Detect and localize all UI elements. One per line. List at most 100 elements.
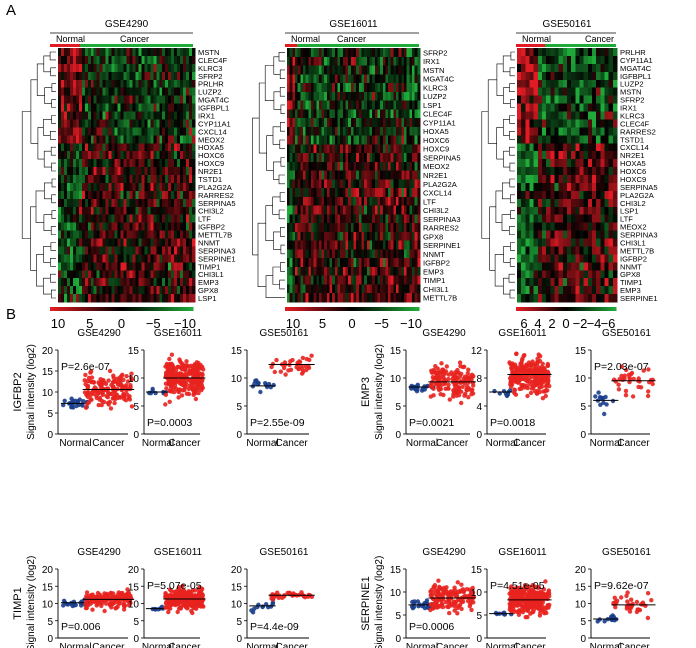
data-point [433,371,439,376]
heatmap-cell [401,144,405,154]
heatmap-cell [114,182,118,192]
heatmap-cell [165,190,169,200]
heatmap-cell [318,188,322,198]
heatmap-cell [108,119,112,128]
heatmap-cell [78,71,83,81]
heatmap-cell [396,249,400,259]
heatmap-cell [63,230,68,239]
heatmap-cell [517,278,522,287]
heatmap-cell [554,63,559,73]
heatmap-cell [186,238,190,247]
heatmap-cell [542,278,547,287]
data-point [193,396,199,402]
heatmap-cell [356,135,360,145]
heatmap-cell [132,286,136,295]
heatmap-cell [575,143,580,152]
heatmap-cell [159,103,163,112]
heatmap-cell [604,55,609,65]
heatmap-cell [533,71,539,81]
heatmap-cell [525,71,530,81]
color-scale-step [358,307,363,311]
heatmap-cell [189,238,193,247]
gene-label: LSP1 [620,207,639,216]
heatmap-cell [558,238,564,247]
heatmap-cell [334,205,338,215]
heatmap-cell [186,95,190,104]
heatmap-cell [111,198,115,208]
heatmap-cell [111,190,115,200]
heatmap-cell [571,246,576,255]
heatmap-cell [300,275,304,285]
heatmap-cell [398,109,402,119]
heatmap-cell [316,205,320,215]
heatmap-cell [398,284,402,294]
heatmap-cell [300,258,304,268]
heatmap-cell [96,95,100,104]
heatmap-cell [129,63,133,73]
heatmap-cell [533,111,539,120]
heatmap-cell [183,230,187,239]
heatmap-cell [409,275,413,285]
color-scale-step [348,307,353,311]
heatmap-cell [401,179,405,189]
heatmap-cell [129,111,133,120]
heatmap-cell [81,238,86,247]
heatmap-cell [99,87,103,96]
heatmap-cell [310,83,314,93]
heatmap-cell [390,170,394,180]
heatmap-cell [58,182,62,192]
heatmap-cell [571,95,576,104]
heatmap-cell [292,135,296,145]
heatmap-cell [342,118,346,128]
heatmap-cell [168,71,172,81]
heatmap-cell [162,175,166,184]
data-point [127,397,133,402]
heatmap-cell [604,262,609,271]
heatmap-cell [81,127,86,136]
heatmap-cell [123,143,127,152]
heatmap-cell [558,87,564,96]
color-scale-step [345,307,350,311]
heatmap-cell [350,223,354,233]
heatmap-cell [192,198,196,208]
heatmap-cell [321,170,325,180]
heatmap-cell [192,230,196,239]
heatmap-cell [117,175,121,184]
heatmap-cell [550,79,555,88]
heatmap-cell [525,151,530,160]
heatmap-cell [99,182,103,192]
heatmap-cell [111,95,115,104]
heatmap-cell [84,206,89,215]
heatmap-cell [342,144,346,154]
color-scale-step [85,307,90,311]
data-point [86,390,91,395]
heatmap-cell [78,119,83,128]
heatmap-cell [592,286,597,295]
data-point [82,378,87,383]
heatmap-cell [147,182,151,192]
heatmap-cell [72,127,77,136]
heatmap-cell [72,214,77,223]
data-point [433,374,439,380]
heatmap-cell [364,100,368,110]
heatmap-cell [126,119,130,128]
heatmap-cell [517,286,522,295]
heatmap-cell [366,74,370,84]
dendrogram-branch [279,279,285,290]
heatmap-cell [180,294,184,303]
heatmap-cell [90,182,95,192]
color-scale-step [125,307,130,311]
heatmap-cell [356,161,360,171]
heatmap-cell [558,175,564,184]
heatmap-cell [587,222,593,231]
heatmap-cell [75,55,80,65]
heatmap-cell [583,175,589,184]
heatmap-cell [608,87,614,96]
heatmap-cell [117,294,121,303]
heatmap-cell [135,238,139,247]
heatmap-cell [324,126,328,136]
heatmap-cell [537,111,543,120]
heatmap-cell [414,205,418,215]
data-point [106,402,111,407]
